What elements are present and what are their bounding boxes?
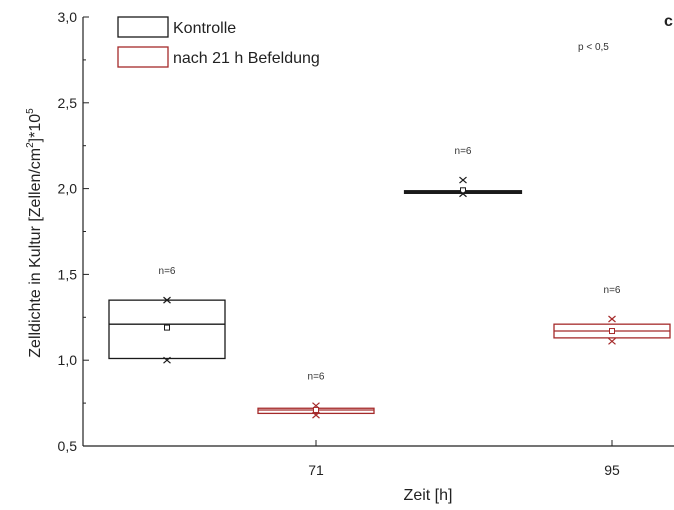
box-mean-marker [460,187,466,194]
y-tick-label: 2,5 [58,95,78,111]
x-axis-title: Zeit [h] [404,487,453,504]
box-3 [553,315,671,345]
legend-label-befeldung: nach 21 h Befeldung [173,50,320,67]
box-0 [108,296,226,364]
box-extreme-marker [459,190,467,198]
n-label: n=6 [159,266,176,277]
p-value-annotation: p < 0,5 [578,42,609,53]
legend: Kontrolle nach 21 h Befeldung [117,16,320,68]
box-extreme-marker [312,411,320,419]
x-tick-label: 95 [604,462,620,478]
n-label: n=6 [455,146,472,157]
y-tick-label: 1,5 [58,266,78,282]
legend-label-kontrolle: Kontrolle [173,20,236,37]
n-label: n=6 [308,372,325,383]
box-mean-marker [609,328,615,335]
y-tick-label: 1,0 [58,352,78,368]
box-extreme-marker [312,402,320,410]
legend-swatch-kontrolle [117,16,169,38]
panel-corner-label: c [664,13,673,30]
box-extreme-marker [163,356,171,364]
box-extreme-marker [459,176,467,184]
legend-swatch-befeldung [117,46,169,68]
box-extreme-marker [608,337,616,345]
box-1 [257,402,375,419]
x-tick-label: 71 [308,462,324,478]
box-mean-marker [313,406,319,413]
box-extreme-marker [608,315,616,323]
box-extreme-marker [163,296,171,304]
n-label: n=6 [604,285,621,296]
y-tick-label: 0,5 [58,438,78,454]
y-axis-title: Zelldichte in Kultur [Zellen/cm2]*105 [25,108,44,358]
box-2 [403,176,523,198]
y-tick-label: 3,0 [58,9,78,25]
y-tick-label: 2,0 [58,181,78,197]
box-mean-marker [164,324,170,331]
